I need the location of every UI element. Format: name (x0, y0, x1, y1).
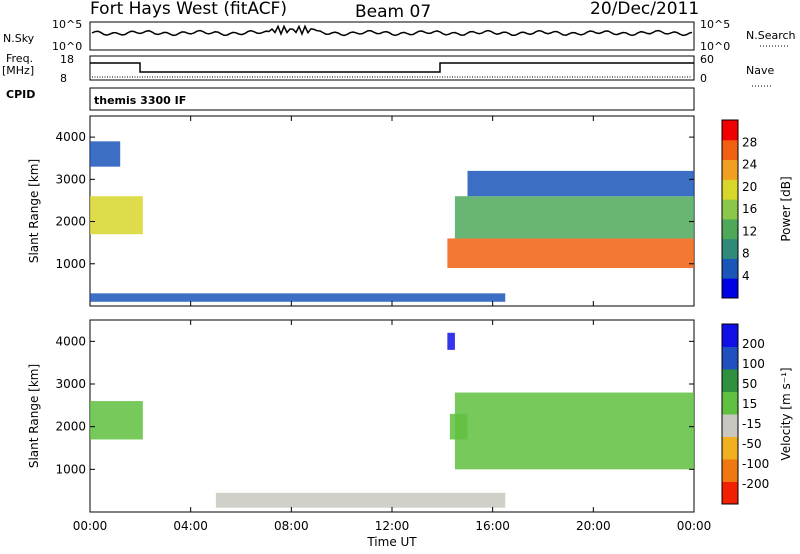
scatter-region (90, 293, 506, 302)
colorbar-tick-label: 15 (742, 397, 757, 411)
y-tick-label: 4000 (55, 334, 86, 348)
colorbar-tick-label: 20 (742, 180, 757, 194)
scatter-region (90, 141, 121, 167)
colorbar-segment (722, 238, 738, 259)
scatter-region (447, 332, 455, 350)
power-panel: 1000 2000 3000 4000 Slant Range [km] 28 24 20 16… (27, 115, 793, 307)
freq-line (90, 62, 694, 73)
colorbar-tick-label: 24 (742, 158, 757, 172)
colorbar-tick-label: 4 (742, 269, 750, 283)
colorbar-segment (722, 481, 738, 505)
colorbar-segment (722, 414, 738, 437)
y-tick-label: 1000 (55, 462, 86, 476)
colorbar-tick-label: -50 (742, 437, 762, 451)
y-tick-label: 2000 (55, 215, 86, 229)
velocity-panel: 1000 2000 3000 4000 00:00 04:00 08:00 12:00 16:0… (27, 319, 793, 549)
x-tick-label: 20:00 (576, 519, 611, 533)
cpid-label: CPID (6, 88, 35, 101)
freq-label: Freq. (6, 52, 33, 65)
colorbar-segment (722, 159, 738, 180)
freq-panel (89, 55, 695, 81)
colorbar-frame (721, 323, 739, 505)
colorbar-tick-label: 28 (742, 135, 757, 149)
scatter-region (90, 401, 143, 440)
nsky-tick-bottom: 10^0 (52, 40, 82, 53)
colorbar-segment (722, 369, 738, 392)
y-axis-label: Slant Range [km] (27, 159, 41, 263)
colorbar-segment (722, 218, 738, 240)
y-tick-label: 1000 (55, 257, 86, 271)
colorbar-tick-label: 200 (742, 337, 765, 351)
nave-label: Nave (746, 64, 774, 77)
colorbar-segment (722, 459, 738, 482)
y-tick-label: 4000 (55, 130, 86, 144)
colorbar-segment (722, 391, 738, 415)
nsearch-tick-bottom: 10^0 (700, 40, 730, 53)
colorbar-segment (722, 199, 738, 220)
x-tick-label: 12:00 (375, 519, 410, 533)
colorbar-tick-label: -100 (742, 457, 769, 471)
station-title: Fort Hays West (fitACF) (90, 0, 287, 19)
cpid-panel (89, 87, 695, 111)
scatter-region (447, 238, 694, 268)
colorbar-segment (722, 258, 738, 279)
colorbar-frame (721, 119, 739, 299)
colorbar-segment (722, 346, 738, 370)
colorbar-segment (722, 324, 738, 347)
scatter-region (90, 196, 143, 235)
colorbar-tick-label: 50 (742, 377, 757, 391)
scatter-region (454, 392, 694, 470)
y-tick-label: 3000 (55, 377, 86, 391)
colorbar-label: Power [dB] (779, 176, 793, 241)
beam-title: Beam 07 (355, 2, 431, 22)
nsearch-tick-top: 10^5 (700, 18, 730, 31)
nave-tick-bottom: 0 (700, 72, 707, 85)
colorbar-tick-label: 8 (742, 247, 750, 261)
x-tick-label: 08:00 (274, 519, 309, 533)
colorbar-tick-label: 16 (742, 202, 757, 216)
x-axis-label: Time UT (366, 535, 417, 549)
scatter-region (215, 492, 506, 508)
y-axis-label: Slant Range [km] (27, 364, 41, 468)
colorbar-segment (722, 139, 738, 161)
freq-tick-bottom: 8 (60, 72, 67, 85)
colorbar-segment (722, 278, 738, 299)
nave-tick-top: 60 (700, 53, 714, 66)
y-tick-label: 3000 (55, 172, 86, 186)
y-tick-label: 2000 (55, 420, 86, 434)
scatter-region (454, 196, 694, 239)
x-tick-label: 00:00 (677, 519, 712, 533)
nsky-panel (89, 21, 695, 51)
freq-tick-top: 18 (60, 53, 74, 66)
x-tick-label: 16:00 (475, 519, 510, 533)
nsearch-label: N.Search (746, 29, 796, 42)
colorbar-segment (722, 436, 738, 460)
colorbar-tick-label: 12 (742, 224, 757, 238)
cpid-text: themis 3300 IF (94, 94, 186, 107)
scatter-region (467, 170, 694, 197)
date-title: 20/Dec/2011 (590, 0, 699, 19)
colorbar-label: Velocity [m s⁻¹] (779, 367, 793, 460)
colorbar-tick-label: 100 (742, 357, 765, 371)
freq-unit: [MHz] (2, 64, 34, 77)
x-tick-label: 04:00 (173, 519, 208, 533)
x-tick-label: 00:00 (73, 519, 108, 533)
nsky-label: N.Sky (3, 32, 35, 45)
colorbar-tick-label: -200 (742, 477, 769, 491)
colorbar-segment (722, 120, 738, 141)
nsky-line (91, 24, 693, 37)
colorbar-segment (722, 179, 738, 200)
scatter-region (449, 413, 468, 440)
colorbar-tick-label: -15 (742, 417, 762, 431)
nsky-tick-top: 10^5 (52, 18, 82, 31)
